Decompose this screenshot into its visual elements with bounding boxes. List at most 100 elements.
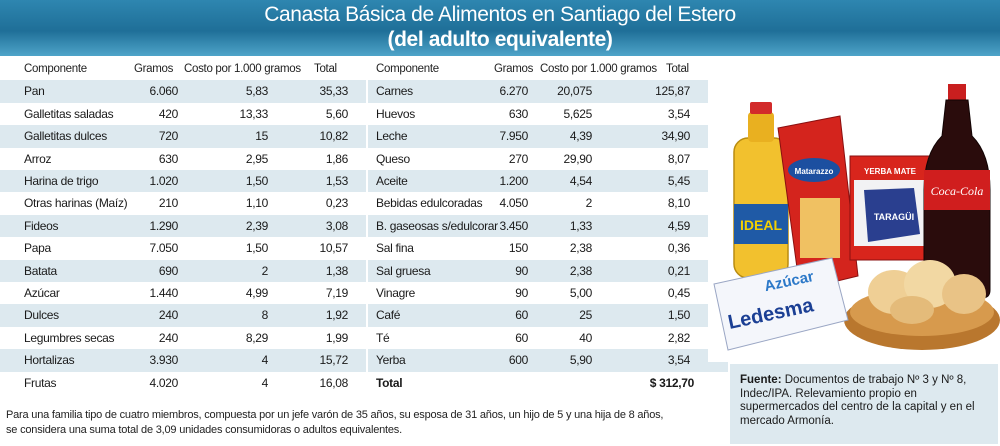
total-cell: 4,59 — [667, 218, 690, 233]
grams-cell: 1.440 — [149, 286, 178, 300]
grams-cell: 3.930 — [149, 353, 178, 368]
component-cell: Pan — [24, 84, 45, 99]
footnote: Para una familia tipo de cuatro miembros… — [6, 408, 726, 438]
total-cell: 10,82 — [319, 129, 348, 144]
grams-cell: 4.050 — [499, 196, 528, 211]
component-cell: Bebidas edulcoradas — [376, 196, 483, 211]
component-cell: Azúcar — [24, 286, 60, 300]
grams-cell: 3.450 — [499, 218, 528, 233]
component-cell: Fideos — [24, 218, 59, 233]
component-cell: Sal fina — [376, 241, 414, 256]
cost-cell: 4 — [261, 375, 269, 390]
component-cell: Té — [376, 330, 390, 345]
cost-cell: 2,38 — [569, 241, 592, 256]
component-cell: Leche — [376, 129, 408, 144]
total-cell: 125,87 — [655, 84, 690, 99]
total-cell: 5,45 — [667, 174, 690, 188]
total-cell: 1,53 — [325, 174, 348, 188]
sugar-box-image: Azúcar Ledesma — [713, 257, 849, 351]
table-row: Legumbres secas 240 8,29 1,99 — [0, 326, 366, 350]
right-table: Componente Gramos Costo por 1.000 gramos… — [368, 58, 728, 394]
table-row: B. gaseosas s/edulcorar 3.450 1,33 4,59 — [368, 214, 728, 238]
table-row: Aceite 1.200 4,54 5,45 — [368, 170, 728, 193]
column-header-cost: Costo por 1.000 gramos — [184, 63, 301, 75]
footnote-line-1: Para una familia tipo de cuatro miembros… — [6, 409, 664, 421]
total-cell: 1,99 — [325, 330, 348, 345]
cost-cell: 5,625 — [563, 106, 592, 121]
pasta-bag-image: Matarazzo — [777, 115, 859, 291]
cost-cell: 25 — [579, 308, 592, 323]
grams-cell: 60 — [515, 330, 528, 345]
total-cell: 1,86 — [325, 151, 348, 166]
page-header: Canasta Básica de Alimentos en Santiago … — [0, 0, 1000, 56]
cost-cell: 4,54 — [569, 174, 592, 188]
component-cell: Vinagre — [376, 286, 416, 300]
table-row: Otras harinas (Maíz) 210 1,10 0,23 — [0, 192, 366, 215]
grams-cell: 270 — [508, 151, 528, 166]
column-header-cost: Costo por 1.000 gramos — [540, 63, 657, 75]
table-row: Galletitas dulces 720 15 10,82 — [0, 125, 366, 148]
column-header-total: Total — [314, 63, 337, 75]
table-row: Harina de trigo 1.020 1,50 1,53 — [0, 170, 366, 193]
grams-cell: 420 — [158, 106, 178, 121]
component-cell: Harina de trigo — [24, 174, 99, 188]
table-row: Vinagre 90 5,00 0,45 — [368, 282, 728, 305]
grams-cell: 600 — [508, 353, 528, 368]
component-cell: Frutas — [24, 375, 57, 390]
cost-cell: 2 — [585, 196, 593, 211]
source-label: Fuente: — [740, 374, 782, 386]
column-header-grams: Gramos — [134, 63, 174, 75]
total-cell: 0,36 — [667, 241, 690, 256]
grams-cell: 240 — [158, 308, 178, 323]
table-row: Té 60 40 2,82 — [368, 326, 728, 350]
total-value: $ 312,70 — [649, 375, 695, 390]
grams-cell: 690 — [158, 263, 178, 278]
grams-cell: 6.270 — [499, 84, 528, 99]
yerba-package-image: YERBA MATE TARAGÜI — [849, 155, 931, 261]
table-row: Frutas 4.020 4 16,08 — [0, 371, 366, 394]
cost-cell: 1,10 — [245, 196, 268, 211]
cost-cell: 2,38 — [569, 263, 592, 278]
table-row: Queso 270 29,90 8,07 — [368, 147, 728, 170]
cost-cell: 4,39 — [569, 129, 592, 144]
cost-cell: 13,33 — [239, 106, 268, 121]
cost-cell: 15 — [255, 129, 268, 144]
grams-cell: 90 — [515, 286, 528, 300]
component-cell: Galletitas saladas — [24, 106, 114, 121]
grams-cell: 7.050 — [149, 241, 178, 256]
total-cell: 8,07 — [667, 151, 690, 166]
cost-cell: 4,99 — [245, 286, 268, 300]
grams-cell: 90 — [515, 263, 528, 278]
table-row: Pan 6.060 5,83 35,33 — [0, 80, 366, 103]
table-header-row: Componente Gramos Costo por 1.000 gramos… — [368, 58, 728, 81]
total-cell: 5,60 — [325, 106, 348, 121]
groceries-photo: IDEAL Matarazzo YERBA MATE TARAGÜI Coca-… — [708, 58, 1000, 362]
pasta-brand-label: Matarazzo — [795, 167, 834, 176]
cost-cell: 5,00 — [569, 286, 592, 300]
table-row: Galletitas saladas 420 13,33 5,60 — [0, 102, 366, 126]
component-cell: Hortalizas — [24, 353, 75, 368]
cola-bottle-image: Coca-Cola — [923, 84, 991, 299]
table-row: Sal fina 150 2,38 0,36 — [368, 237, 728, 260]
total-cell: 3,08 — [325, 218, 348, 233]
table-row: Dulces 240 8 1,92 — [0, 304, 366, 327]
component-cell: Arroz — [24, 151, 52, 166]
total-cell: 16,08 — [319, 375, 348, 390]
cola-brand-label: Coca-Cola — [931, 184, 984, 198]
total-cell: 0,45 — [667, 286, 690, 300]
table-row: Azúcar 1.440 4,99 7,19 — [0, 282, 366, 305]
cost-cell: 2,39 — [245, 218, 268, 233]
table-row: Arroz 630 2,95 1,86 — [0, 147, 366, 170]
component-cell: Galletitas dulces — [24, 129, 107, 144]
column-header-total: Total — [666, 63, 689, 75]
total-cell: 1,38 — [325, 263, 348, 278]
cost-cell: 2 — [261, 263, 269, 278]
cost-cell: 1,33 — [569, 218, 592, 233]
total-cell: 15,72 — [319, 353, 348, 368]
total-cell: 7,19 — [325, 286, 348, 300]
oil-bottle-image: IDEAL — [733, 102, 789, 279]
total-cell: 0,23 — [325, 196, 348, 211]
component-cell: Otras harinas (Maíz) — [24, 196, 128, 211]
cost-cell: 29,90 — [563, 151, 592, 166]
grams-cell: 6.060 — [149, 84, 178, 99]
